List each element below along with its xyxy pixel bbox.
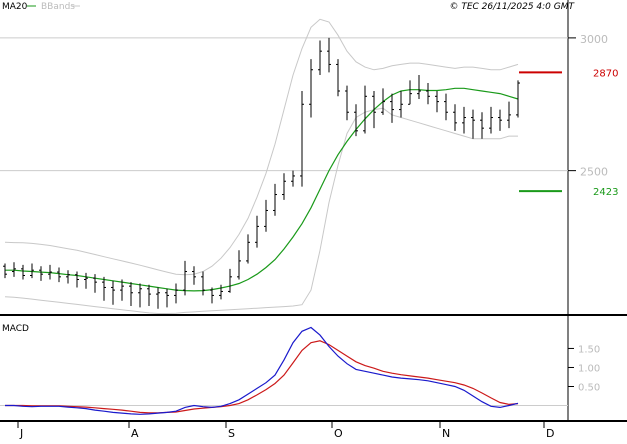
ohlc-bar: [183, 260, 187, 296]
ohlc-bar: [507, 101, 511, 129]
ohlc-bar: [327, 37, 331, 73]
ohlc-bar: [129, 282, 133, 307]
ohlc-bar: [354, 104, 358, 137]
macd-signal-line: [5, 340, 519, 414]
ohlc-bar: [138, 283, 142, 308]
ohlc-bar: [3, 263, 7, 279]
ohlc-bar: [246, 234, 250, 264]
ohlc-bar: [453, 104, 457, 131]
ohlc-bar: [489, 106, 493, 134]
ohlc-bar: [48, 264, 52, 280]
grid-lines: [0, 37, 568, 407]
ohlc-bar: [174, 283, 178, 304]
ohlc-bar: [12, 262, 16, 277]
ohlc-bar: [282, 173, 286, 200]
ohlc-bar: [273, 183, 277, 216]
ohlc-bar: [66, 270, 70, 284]
ohlc-bar: [201, 271, 205, 296]
ohlc-bar: [84, 272, 88, 289]
ohlc-bar: [210, 287, 214, 304]
ohlc-bar: [30, 263, 34, 279]
ohlc-bar: [237, 250, 241, 280]
ohlc-bar: [345, 85, 349, 121]
ohlc-bar: [156, 287, 160, 309]
ohlc-bar: [165, 288, 169, 308]
ma20-series-line: [5, 87, 519, 292]
ohlc-bar: [300, 90, 304, 187]
ohlc-bar: [363, 85, 367, 134]
ohlc-bar: [417, 75, 421, 99]
legend-bbands: BBands: [41, 2, 75, 12]
ohlc-bar: [516, 80, 520, 118]
bband-lower-line: [4, 107, 518, 314]
macd-main-line: [5, 326, 519, 415]
macd-lines: [5, 326, 519, 415]
ohlc-bar: [444, 93, 448, 121]
macd-panel-title: MACD: [2, 324, 29, 334]
legend-ma20: MA20: [2, 2, 28, 12]
month-tick-label: J: [19, 427, 23, 440]
month-tick-label: O: [334, 427, 343, 440]
price-level-label: 2870: [593, 68, 618, 79]
ohlc-bar: [372, 90, 376, 129]
ohlc-bar: [264, 199, 268, 232]
ohlc-bar: [336, 59, 340, 97]
price-levels: 2870 2423: [519, 68, 618, 198]
price-tick-label: 3000: [580, 33, 608, 46]
bollinger-bands: [4, 18, 519, 314]
axis-ticks: 2500 3000 0.50 1.00 1.50 J A S O N D: [17, 33, 608, 440]
ohlc-bar: [21, 264, 25, 280]
ohlc-bar: [381, 88, 385, 115]
month-tick-label: S: [228, 427, 235, 440]
ohlc-bar: [228, 268, 232, 293]
ohlc-bar: [219, 284, 223, 300]
ohlc-bar: [498, 109, 502, 131]
ohlc-bar: [291, 170, 295, 187]
month-tick-label: A: [131, 427, 139, 440]
ohlc-bar: [426, 83, 430, 105]
ohlc-bar: [93, 274, 97, 293]
ohlc-bar: [120, 279, 124, 301]
ohlc-bar: [147, 284, 151, 307]
price-tick-label: 2500: [580, 166, 608, 179]
ohlc-bar: [39, 266, 43, 281]
ohlc-bar: [255, 215, 259, 248]
month-tick-label: N: [442, 427, 450, 440]
ohlc-bar: [75, 271, 79, 288]
bband-upper-line: [4, 18, 519, 276]
ohlc-bar: [309, 59, 313, 118]
ohlc-bar: [435, 90, 439, 113]
panel-frames: [0, 0, 627, 422]
ohlc-bar: [480, 112, 484, 139]
price-bars: [3, 37, 520, 309]
ma20-line: [5, 87, 519, 292]
ohlc-bar: [390, 93, 394, 123]
ohlc-bar: [192, 266, 196, 285]
macd-tick-label: 0.50: [578, 383, 600, 394]
ohlc-bar: [471, 109, 475, 139]
ohlc-bar: [102, 276, 106, 301]
ohlc-bar: [399, 90, 403, 118]
macd-tick-label: 1.50: [578, 344, 600, 355]
ohlc-bar: [318, 40, 322, 76]
price-level-label: 2423: [593, 187, 618, 198]
ohlc-bar: [408, 80, 412, 105]
macd-tick-label: 1.00: [578, 363, 600, 374]
ohlc-bar: [57, 267, 61, 283]
ohlc-bar: [111, 280, 115, 305]
copyright-text: © TEC 26/11/2025 4:0 GMT: [449, 2, 575, 12]
month-tick-label: D: [546, 427, 554, 440]
ohlc-bar: [462, 106, 466, 134]
